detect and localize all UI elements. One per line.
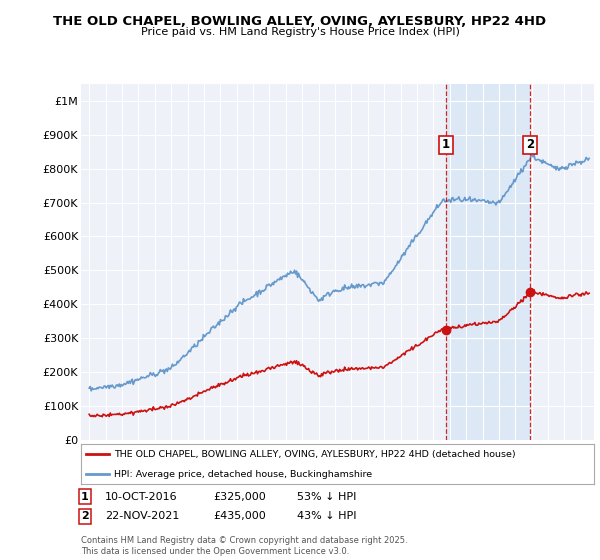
Text: 53% ↓ HPI: 53% ↓ HPI xyxy=(297,492,356,502)
Text: £435,000: £435,000 xyxy=(213,511,266,521)
Text: HPI: Average price, detached house, Buckinghamshire: HPI: Average price, detached house, Buck… xyxy=(115,470,373,479)
Text: THE OLD CHAPEL, BOWLING ALLEY, OVING, AYLESBURY, HP22 4HD: THE OLD CHAPEL, BOWLING ALLEY, OVING, AY… xyxy=(53,15,547,28)
Text: 10-OCT-2016: 10-OCT-2016 xyxy=(105,492,178,502)
Text: 22-NOV-2021: 22-NOV-2021 xyxy=(105,511,179,521)
Text: 43% ↓ HPI: 43% ↓ HPI xyxy=(297,511,356,521)
Text: 1: 1 xyxy=(81,492,89,502)
Text: 1: 1 xyxy=(442,138,450,151)
Bar xyxy=(446,84,530,440)
Text: 2: 2 xyxy=(81,511,89,521)
Text: Contains HM Land Registry data © Crown copyright and database right 2025.
This d: Contains HM Land Registry data © Crown c… xyxy=(81,536,407,556)
Text: 2: 2 xyxy=(526,138,534,151)
Text: Price paid vs. HM Land Registry's House Price Index (HPI): Price paid vs. HM Land Registry's House … xyxy=(140,27,460,38)
Text: THE OLD CHAPEL, BOWLING ALLEY, OVING, AYLESBURY, HP22 4HD (detached house): THE OLD CHAPEL, BOWLING ALLEY, OVING, AY… xyxy=(115,450,516,459)
Text: £325,000: £325,000 xyxy=(213,492,266,502)
